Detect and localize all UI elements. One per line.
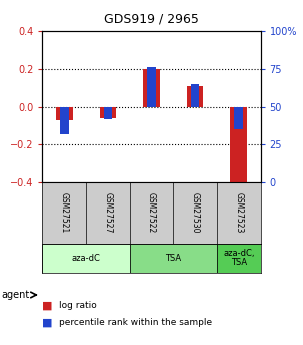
Text: aza-dC,
TSA: aza-dC, TSA <box>223 249 255 267</box>
Text: agent: agent <box>2 290 30 300</box>
Bar <box>231 107 247 186</box>
Text: GDS919 / 2965: GDS919 / 2965 <box>104 12 199 26</box>
Bar <box>191 84 199 107</box>
Text: GSM27523: GSM27523 <box>234 192 243 234</box>
Text: percentile rank within the sample: percentile rank within the sample <box>59 318 212 327</box>
Text: GSM27527: GSM27527 <box>103 192 112 234</box>
Text: ■: ■ <box>42 318 53 327</box>
Text: GSM27522: GSM27522 <box>147 192 156 234</box>
Bar <box>60 107 68 134</box>
Text: aza-dC: aza-dC <box>72 254 101 263</box>
Bar <box>143 69 160 107</box>
Bar <box>56 107 72 120</box>
Bar <box>235 107 243 129</box>
Bar <box>187 86 203 107</box>
Text: GSM27521: GSM27521 <box>60 192 69 234</box>
Bar <box>100 107 116 118</box>
Text: ■: ■ <box>42 300 53 310</box>
Bar <box>42 244 130 273</box>
Bar <box>147 67 156 107</box>
Bar <box>104 107 112 119</box>
Text: log ratio: log ratio <box>59 301 97 310</box>
Bar <box>130 244 217 273</box>
Text: GSM27530: GSM27530 <box>191 192 200 234</box>
Text: TSA: TSA <box>165 254 181 263</box>
Bar <box>217 244 261 273</box>
